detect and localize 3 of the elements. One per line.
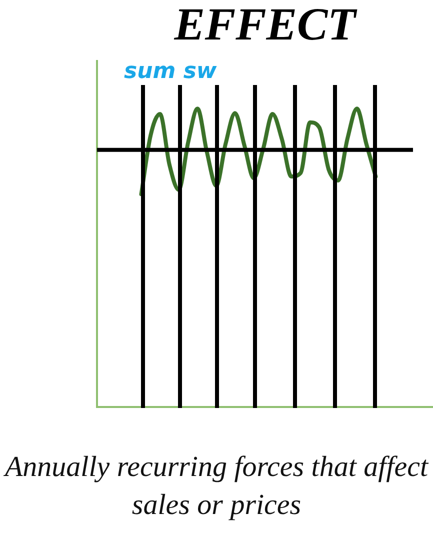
text: sum sw [124, 59, 218, 84]
text: Annually recurring forces that affect sales or prices [2, 450, 430, 523]
chart-title: EFFECT [173, 0, 358, 50]
